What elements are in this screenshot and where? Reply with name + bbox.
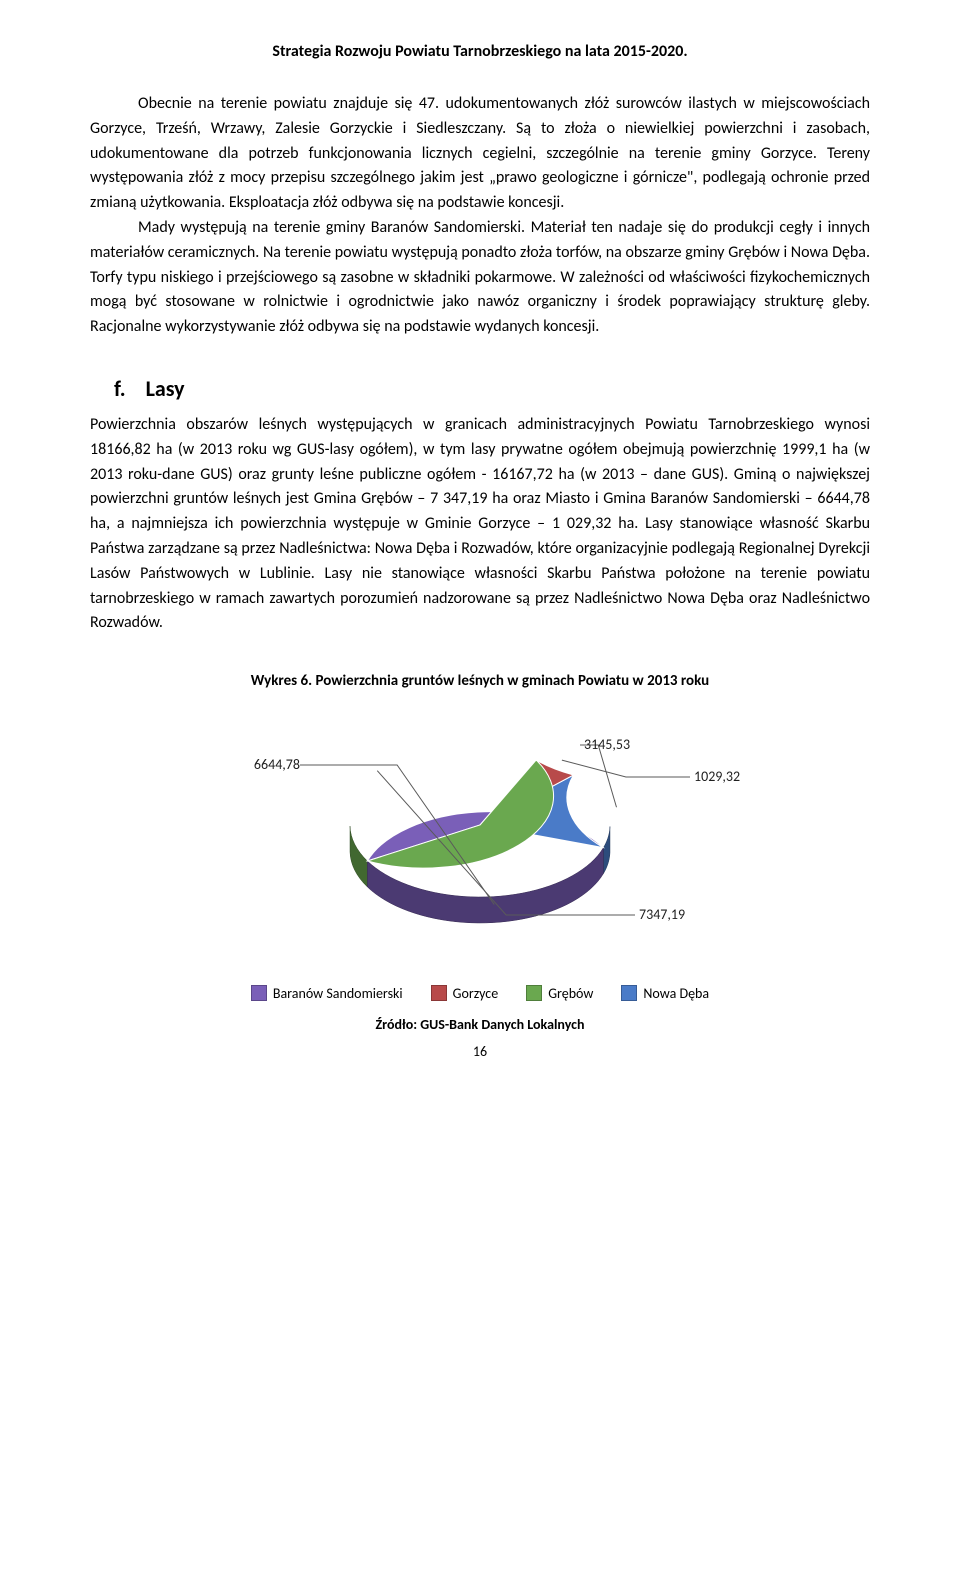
legend-item: Nowa Dęba xyxy=(621,983,709,1004)
pie-slice-value: 1029,32 xyxy=(694,768,740,785)
chart-legend: Baranów Sandomierski Gorzyce Grębów Nowa Dę… xyxy=(90,983,870,1004)
section-title: Lasy xyxy=(146,375,185,402)
legend-label: Gorzyce xyxy=(453,983,499,1004)
legend-swatch xyxy=(526,985,542,1001)
legend-label: Nowa Dęba xyxy=(643,983,709,1004)
pie-chart: 6644,78 3145,53 1029,32 7347,19 xyxy=(90,705,870,965)
chart-source: Źródło: GUS-Bank Danych Lokalnych xyxy=(90,1014,870,1035)
section-letter: f. xyxy=(114,375,126,402)
legend-item: Gorzyce xyxy=(431,983,499,1004)
pie-slice-value: 6644,78 xyxy=(254,756,300,773)
legend-swatch xyxy=(621,985,637,1001)
legend-item: Baranów Sandomierski xyxy=(251,983,403,1004)
legend-label: Baranów Sandomierski xyxy=(273,983,403,1004)
paragraph-1: Obecnie na terenie powiatu znajduje się … xyxy=(90,92,870,216)
paragraph-3: Powierzchnia obszarów leśnych występując… xyxy=(90,413,870,636)
page-header-title: Strategia Rozwoju Powiatu Tarnobrzeskieg… xyxy=(90,40,870,64)
legend-label: Grębów xyxy=(548,983,593,1004)
section-heading: f. Lasy xyxy=(90,372,870,405)
chart-caption: Wykres 6. Powierzchnia gruntów leśnych w… xyxy=(90,670,870,693)
legend-swatch xyxy=(251,985,267,1001)
paragraph-2: Mady występują na terenie gminy Baranów … xyxy=(90,216,870,340)
pie-slice-value: 3145,53 xyxy=(584,736,630,753)
pie-slice-value: 7347,19 xyxy=(639,906,685,923)
page-number: 16 xyxy=(90,1041,870,1062)
legend-item: Grębów xyxy=(526,983,593,1004)
legend-swatch xyxy=(431,985,447,1001)
